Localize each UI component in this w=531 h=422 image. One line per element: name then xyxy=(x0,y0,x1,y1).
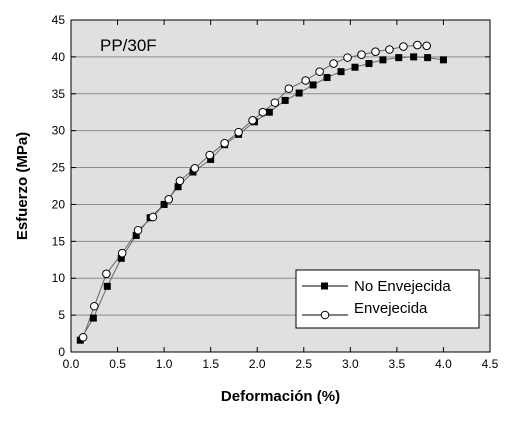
point-envejecida-1 xyxy=(89,301,99,311)
point-envejecida-23 xyxy=(399,42,408,51)
point-envejecida-21 xyxy=(371,47,380,57)
x-tick-label-5: 2.5 xyxy=(295,357,312,371)
legend-marker-no-envejecida xyxy=(321,282,328,290)
point-envejecida-25 xyxy=(422,41,431,51)
point-no-envejecida-6 xyxy=(160,200,168,208)
point-no-envejecida-19 xyxy=(351,63,359,71)
point-envejecida-8 xyxy=(190,163,200,173)
point-envejecida-24 xyxy=(413,40,422,50)
point-no-envejecida-22 xyxy=(395,54,403,62)
legend-marker-envejecida xyxy=(320,310,330,320)
x-tick-label-6: 3.0 xyxy=(342,357,359,371)
point-no-envejecida-23 xyxy=(410,53,418,61)
point-no-envejecida-17 xyxy=(323,74,331,82)
legend-label-envejecida: Envejecida xyxy=(354,300,428,317)
y-tick-label-7: 35 xyxy=(52,87,66,101)
x-tick-label-9: 4.5 xyxy=(482,357,499,371)
y-tick-label-5: 25 xyxy=(52,161,66,175)
point-envejecida-19 xyxy=(343,53,352,62)
point-no-envejecida-3 xyxy=(117,254,125,262)
point-no-envejecida-1 xyxy=(89,314,97,322)
point-envejecida-14 xyxy=(270,98,280,107)
y-tick-label-8: 40 xyxy=(52,50,66,64)
x-axis-title: Deformación (%) xyxy=(221,388,340,405)
point-no-envejecida-4 xyxy=(132,231,140,239)
point-no-envejecida-2 xyxy=(103,282,111,290)
point-no-envejecida-24 xyxy=(424,54,432,62)
point-envejecida-18 xyxy=(329,59,338,68)
x-tick-labels: 0.0 0.5 1.0 1.5 2.0 2.5 3.0 3.5 4.0 4.5 xyxy=(63,357,499,371)
point-envejecida-16 xyxy=(301,76,310,85)
x-tick-label-1: 0.5 xyxy=(109,357,126,371)
point-envejecida-6 xyxy=(164,194,174,204)
point-envejecida-7 xyxy=(175,176,185,186)
x-tick-label-3: 1.5 xyxy=(202,357,219,371)
point-no-envejecida-21 xyxy=(379,56,387,64)
axis-ticks xyxy=(70,19,491,353)
y-tick-label-3: 15 xyxy=(52,234,66,248)
point-envejecida-22 xyxy=(385,45,394,54)
point-envejecida-17 xyxy=(315,67,324,76)
legend: No Envejecida Envejecida xyxy=(295,269,480,329)
x-tick-label-7: 3.5 xyxy=(389,357,406,371)
point-envejecida-15 xyxy=(284,84,294,93)
point-envejecida-3 xyxy=(117,248,127,258)
point-envejecida-5 xyxy=(148,212,158,222)
x-tick-label-0: 0.0 xyxy=(63,357,80,371)
x-tick-label-2: 1.0 xyxy=(156,357,173,371)
y-tick-labels: 0 5 10 15 20 25 30 35 40 45 xyxy=(52,13,66,359)
y-tick-label-9: 45 xyxy=(52,13,66,27)
point-envejecida-20 xyxy=(357,50,366,59)
point-no-envejecida-15 xyxy=(295,89,303,97)
y-tick-label-1: 5 xyxy=(58,308,65,322)
plot-frame xyxy=(70,19,491,353)
point-no-envejecida-13 xyxy=(265,108,273,116)
point-no-envejecida-14 xyxy=(281,96,289,104)
point-envejecida-2 xyxy=(102,269,111,279)
legend-label-no-envejecida: No Envejecida xyxy=(354,278,451,295)
point-no-envejecida-7 xyxy=(174,183,182,191)
y-tick-label-0: 0 xyxy=(58,345,65,359)
y-axis-title: Esfuerzo (MPa) xyxy=(14,132,31,240)
point-no-envejecida-9 xyxy=(207,155,215,163)
x-tick-label-4: 2.0 xyxy=(249,357,266,371)
series-markers xyxy=(76,40,447,344)
y-tick-label-4: 20 xyxy=(52,197,66,211)
chart-annotation: PP/30F xyxy=(100,36,157,55)
y-tick-label-6: 30 xyxy=(52,124,66,138)
point-envejecida-13 xyxy=(258,107,268,117)
point-no-envejecida-20 xyxy=(365,60,373,68)
point-envejecida-9 xyxy=(205,150,215,160)
point-no-envejecida-25 xyxy=(439,56,447,64)
point-no-envejecida-18 xyxy=(337,68,345,76)
point-envejecida-10 xyxy=(220,138,229,148)
x-tick-label-8: 4.0 xyxy=(435,357,452,371)
point-envejecida-4 xyxy=(133,225,143,235)
grid-lines xyxy=(71,56,490,316)
point-envejecida-11 xyxy=(234,127,243,137)
point-envejecida-0 xyxy=(78,332,88,342)
point-no-envejecida-16 xyxy=(309,81,317,89)
y-tick-label-2: 10 xyxy=(52,271,66,285)
point-envejecida-12 xyxy=(248,116,257,125)
